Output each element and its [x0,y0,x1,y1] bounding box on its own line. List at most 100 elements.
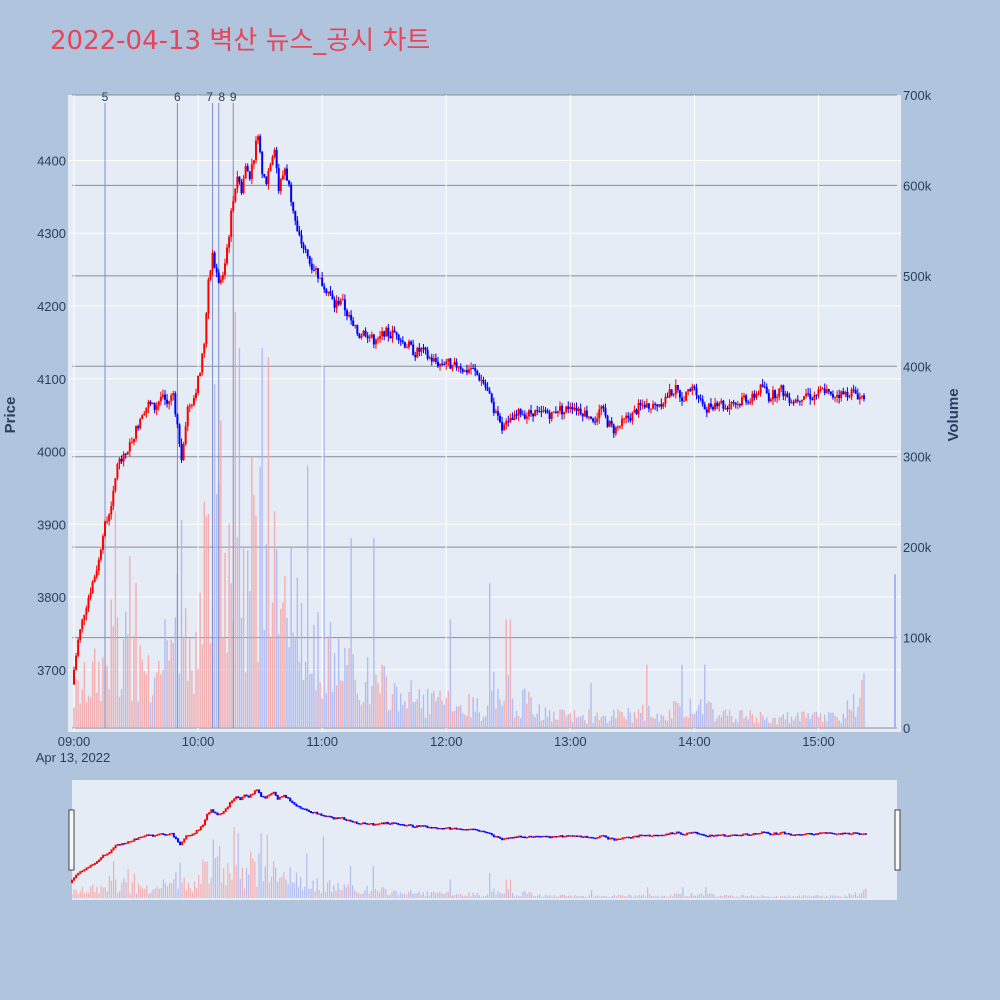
volume-bar [569,713,572,728]
candle-body [532,413,535,417]
volume-bar [300,603,303,728]
volume-bar [613,709,615,728]
mini-volume-bar [476,892,478,898]
mini-candle [122,843,125,845]
candle-body [558,405,561,411]
mini-candle [507,837,510,840]
plot-area[interactable] [68,95,901,732]
volume-tick-label: 600k [903,178,932,193]
candle-body [674,385,677,395]
mini-candle [382,822,385,825]
mini-candle [141,836,144,838]
candle-body [385,327,388,337]
candle-body [445,361,448,365]
candle-body [180,443,183,461]
volume-bar [536,713,538,728]
mini-candle [827,832,830,834]
candle-body [215,267,218,273]
candle-body [798,400,801,402]
mini-volume-bar [638,894,640,898]
mini-volume-bar [676,893,678,898]
mini-volume-bar [530,892,532,898]
y-axis-title: Price [2,397,19,434]
mini-volume-bar [283,872,285,898]
mini-candle [297,805,300,808]
candle-body [784,393,787,397]
mini-volume-bar [690,893,692,898]
volume-bar [644,720,646,728]
range-handle-right[interactable] [894,809,901,871]
mini-candle [295,803,298,807]
mini-candle [455,827,458,830]
volume-bar [797,712,799,728]
mini-candle [160,833,163,835]
date-label: Apr 13, 2022 [36,750,110,765]
volume-bar [639,712,642,728]
candle-body [244,166,247,179]
volume-bar [366,657,369,728]
mini-volume-bar [559,894,561,898]
volume-bar [739,710,741,728]
mini-volume-bar [819,896,821,898]
volume-bar [484,716,487,728]
mini-volume-bar [164,883,167,898]
mini-candle [731,834,734,836]
mini-volume-bar [264,866,266,898]
mini-volume-bar [796,896,798,898]
mini-candle [249,794,252,798]
candle-body [749,401,752,404]
volume-bar [625,719,627,728]
volume-bar [75,679,77,728]
candle-body [755,393,758,398]
range-handle-left[interactable] [68,809,75,871]
volume-bar [815,711,818,728]
volume-bar [135,583,137,728]
candle-body [314,268,317,270]
mini-volume-bar [644,896,647,898]
volume-bar [706,703,708,728]
mini-volume-bar [414,893,416,898]
volume-bar [757,722,760,728]
volume-bar [542,720,545,728]
mini-volume-bar [788,895,790,898]
candle-body [118,458,121,464]
mini-volume-bar [117,892,119,898]
volume-bar [807,713,809,728]
mini-candle [339,817,342,819]
mini-candle [87,866,90,869]
candle-body [223,263,226,275]
volume-bar [784,719,787,728]
mini-volume-bar [239,879,241,898]
candle-body [420,347,423,352]
mini-candle [461,828,464,831]
mini-candle [241,796,244,801]
volume-bar [519,718,522,728]
candle-body [168,401,171,404]
volume-bar [823,714,826,728]
mini-volume-bar [773,896,775,898]
mini-candle [409,824,412,826]
mini-candle [829,832,832,834]
mini-volume-bar [831,895,834,898]
volume-bar [821,721,824,728]
candle-body [323,286,326,290]
mini-candle [388,823,391,825]
mini-volume-bar [94,892,96,898]
candle-body [381,331,384,337]
range-slider[interactable] [68,780,901,900]
mini-volume-bar [333,885,335,898]
candle-body [116,463,119,479]
candle-body [228,236,231,248]
volume-bar [631,722,634,728]
volume-bar [805,717,807,728]
mini-volume-bar [387,895,389,898]
candle-body [745,395,748,402]
mini-candle [289,797,292,802]
volume-bar [98,661,100,728]
candle-body [587,416,590,418]
mini-volume-bar [665,896,667,898]
volume-bar [296,577,299,728]
mini-candle [399,823,402,826]
volume-bar [656,713,658,728]
candle-body [840,391,843,399]
